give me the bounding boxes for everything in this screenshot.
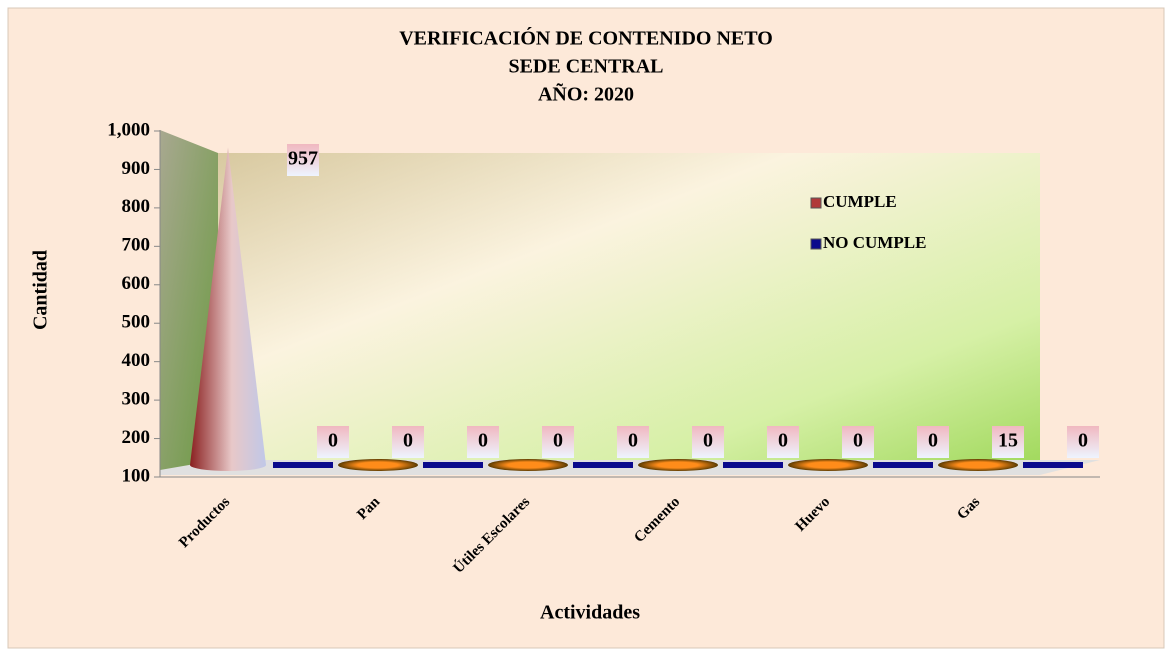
y-tick-label: 700 — [122, 235, 151, 256]
value-label-box — [317, 426, 349, 458]
y-tick-label: 600 — [122, 273, 151, 294]
value-label-box — [287, 144, 319, 176]
cone — [423, 462, 483, 468]
legend-label: CUMPLE — [823, 192, 897, 211]
value-label: 15 — [998, 430, 1018, 452]
value-label-box — [467, 426, 499, 458]
y-tick-label: 400 — [122, 350, 151, 371]
value-label: 0 — [328, 430, 338, 452]
back-wall — [218, 153, 1040, 470]
value-label-box — [842, 426, 874, 458]
value-label-box — [1067, 426, 1099, 458]
value-label: 0 — [928, 430, 938, 452]
value-label: 0 — [478, 430, 488, 452]
cone — [190, 147, 266, 471]
cone — [273, 462, 333, 468]
cone — [873, 462, 933, 468]
y-tick-label: 800 — [122, 196, 151, 217]
cone — [488, 459, 568, 471]
cone — [723, 462, 783, 468]
value-label: 957 — [288, 148, 318, 170]
value-label-box — [542, 426, 574, 458]
value-label-box — [917, 426, 949, 458]
value-label: 0 — [628, 430, 638, 452]
value-label-box — [617, 426, 649, 458]
y-tick-label: 500 — [122, 312, 151, 333]
value-label: 0 — [553, 430, 563, 452]
value-label: 0 — [778, 430, 788, 452]
cone — [788, 459, 868, 471]
chart-title: VERIFICACIÓN DE CONTENIDO NETO — [399, 26, 773, 50]
value-label-box — [692, 426, 724, 458]
chart-title: SEDE CENTRAL — [508, 56, 663, 78]
legend-label: NO CUMPLE — [823, 233, 926, 252]
value-label: 0 — [703, 430, 713, 452]
cone — [938, 459, 1018, 471]
chart-title: AÑO: 2020 — [538, 83, 634, 106]
cone — [573, 462, 633, 468]
y-tick-label: 900 — [122, 158, 151, 179]
value-label: 0 — [403, 430, 413, 452]
value-label: 0 — [1078, 430, 1088, 452]
y-tick-label: 1,000 — [107, 119, 150, 140]
y-tick-label: 100 — [122, 465, 151, 486]
legend-swatch — [810, 197, 822, 209]
value-label-box — [767, 426, 799, 458]
x-axis-title: Actividades — [540, 602, 640, 624]
value-label: 0 — [853, 430, 863, 452]
value-label-box — [992, 426, 1024, 458]
legend-swatch — [810, 238, 822, 250]
cone — [638, 459, 718, 471]
y-tick-label: 200 — [122, 427, 151, 448]
value-label-box — [392, 426, 424, 458]
cone — [338, 459, 418, 471]
cone — [1023, 462, 1083, 468]
y-axis-title: Cantidad — [30, 250, 52, 330]
y-tick-label: 300 — [122, 388, 151, 409]
